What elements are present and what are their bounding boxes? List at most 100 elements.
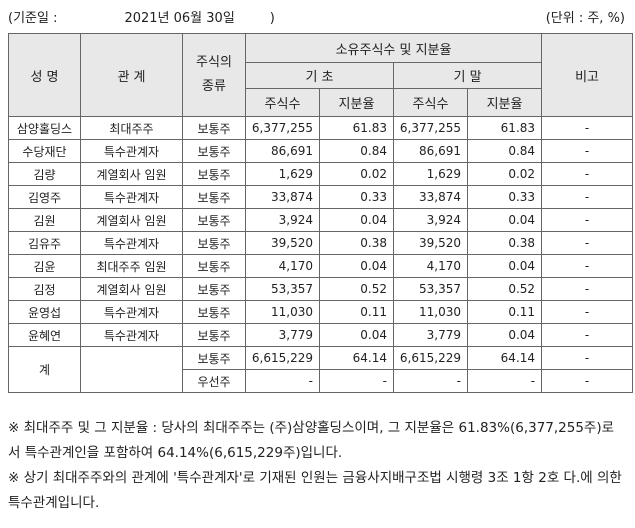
name-cell: 윤영섭 xyxy=(8,300,81,324)
base-date-value: 2021년 06월 30일 xyxy=(124,11,235,26)
end-shares-cell: 6,377,255 xyxy=(393,116,468,140)
stock-type-cell: 보통주 xyxy=(182,185,246,209)
note-cell: - xyxy=(541,185,634,209)
name-cell: 김정 xyxy=(8,277,81,301)
table-row: 삼양홀딩스 최대주주 보통주 6,377,255 61.83 6,377,255 61.83… xyxy=(8,116,634,140)
note-cell: - xyxy=(541,139,634,163)
name-cell: 김윤 xyxy=(8,254,81,278)
base-date-label: (기준일 : xyxy=(8,11,58,26)
col-end-header: 기 말 xyxy=(392,62,543,89)
total-preferred-end-ratio: - xyxy=(466,369,543,393)
end-shares-cell: 1,629 xyxy=(393,162,468,186)
relation-cell: 최대주주 xyxy=(80,116,183,140)
end-shares-cell: 4,170 xyxy=(393,254,468,278)
begin-ratio-cell: 0.38 xyxy=(319,231,394,255)
relation-cell: 특수관계자 xyxy=(80,139,183,163)
begin-ratio-cell: 0.04 xyxy=(319,323,394,347)
table-row: 윤혜연 특수관계자 보통주 3,779 0.04 3,779 0.04- xyxy=(8,323,634,347)
col-stock-type-header: 주식의 종류 xyxy=(182,33,246,117)
relation-cell: 특수관계자 xyxy=(80,300,183,324)
relation-cell: 계열회사 임원 xyxy=(80,208,183,232)
begin-shares-cell: 39,520 xyxy=(245,231,320,255)
total-preferred-begin-ratio: - xyxy=(319,369,394,393)
table-body: 삼양홀딩스 최대주주 보통주 6,377,255 61.83 6,377,255 61.83… xyxy=(8,116,634,347)
footnote-special-relation: ※ 상기 최대주주와의 관계에 '특수관계자'로 기재된 인원는 금융사지배구조… xyxy=(8,470,622,511)
total-common-end-ratio: 64.14 xyxy=(466,346,543,370)
total-label: 계 xyxy=(8,346,81,393)
col-begin-ratio-header: 지분율 xyxy=(319,88,394,117)
stock-type-cell: 보통주 xyxy=(182,231,246,255)
total-row-preferred: 우선주 - - - - - xyxy=(9,369,634,393)
begin-ratio-cell: 0.84 xyxy=(319,139,394,163)
begin-ratio-cell: 0.04 xyxy=(319,208,394,232)
end-shares-cell: 86,691 xyxy=(393,139,468,163)
total-common-begin-ratio: 64.14 xyxy=(319,346,394,370)
stock-type-cell: 보통주 xyxy=(182,300,246,324)
end-ratio-cell: 0.04 xyxy=(466,323,543,347)
note-cell: - xyxy=(541,300,634,324)
end-shares-cell: 53,357 xyxy=(393,277,468,301)
col-relation-header: 관 계 xyxy=(80,33,183,117)
begin-shares-cell: 3,924 xyxy=(245,208,320,232)
relation-cell: 최대주주 임원 xyxy=(80,254,183,278)
total-common-type: 보통주 xyxy=(182,346,246,370)
begin-ratio-cell: 0.33 xyxy=(319,185,394,209)
table-row: 수당재단 특수관계자 보통주 86,691 0.84 86,691 0.84- xyxy=(8,139,634,163)
col-end-ratio-header: 지분율 xyxy=(466,88,543,117)
total-common-note: - xyxy=(541,346,634,370)
end-ratio-cell: 0.38 xyxy=(466,231,543,255)
name-cell: 김원 xyxy=(8,208,81,232)
stock-type-cell: 보통주 xyxy=(182,116,246,140)
stock-type-cell: 보통주 xyxy=(182,277,246,301)
relation-cell: 계열회사 임원 xyxy=(80,277,183,301)
note-cell: - xyxy=(541,208,634,232)
begin-ratio-cell: 0.04 xyxy=(319,254,394,278)
table-row: 윤영섭 특수관계자 보통주 11,030 0.11 11,030 0.11- xyxy=(8,300,634,324)
total-common-end-shares: 6,615,229 xyxy=(393,346,468,370)
end-ratio-cell: 0.11 xyxy=(466,300,543,324)
begin-shares-cell: 1,629 xyxy=(245,162,320,186)
stock-type-cell: 보통주 xyxy=(182,323,246,347)
end-ratio-cell: 0.33 xyxy=(466,185,543,209)
end-shares-cell: 39,520 xyxy=(393,231,468,255)
end-ratio-cell: 0.84 xyxy=(466,139,543,163)
col-begin-shares-header: 주식수 xyxy=(245,88,320,117)
end-ratio-cell: 61.83 xyxy=(466,116,543,140)
end-shares-cell: 11,030 xyxy=(393,300,468,324)
total-preferred-end-shares: - xyxy=(393,369,468,393)
relation-cell: 특수관계자 xyxy=(80,323,183,347)
shareholding-table: 성 명 관 계 주식의 종류 소유주식수 및 지분율 비고 기 초 기 말 주식… xyxy=(8,33,634,393)
begin-ratio-cell: 0.02 xyxy=(319,162,394,186)
total-preferred-type: 우선주 xyxy=(182,369,246,393)
end-ratio-cell: 0.02 xyxy=(466,162,543,186)
total-relation-cell xyxy=(80,346,183,393)
table-row: 김유주 특수관계자 보통주 39,520 0.38 39,520 0.38- xyxy=(8,231,634,255)
col-begin-header: 기 초 xyxy=(245,62,394,89)
note-cell: - xyxy=(541,231,634,255)
note-cell: - xyxy=(541,254,634,278)
stock-type-cell: 보통주 xyxy=(182,208,246,232)
begin-shares-cell: 6,377,255 xyxy=(245,116,320,140)
relation-cell: 특수관계자 xyxy=(80,185,183,209)
footnote-major-shareholder: ※ 최대주주 및 그 지분율 : 당사의 최대주주는 (주)삼양홀딩스이며, 그… xyxy=(8,420,615,461)
table-row: 김영주 특수관계자 보통주 33,874 0.33 33,874 0.33- xyxy=(8,185,634,209)
table-row: 김윤 최대주주 임원 보통주 4,170 0.04 4,170 0.04- xyxy=(8,254,634,278)
stock-type-cell: 보통주 xyxy=(182,139,246,163)
note-cell: - xyxy=(541,116,634,140)
col-note-header: 비고 xyxy=(541,33,634,117)
table-row: 김량 계열회사 임원 보통주 1,629 0.02 1,629 0.02- xyxy=(8,162,634,186)
name-cell: 김량 xyxy=(8,162,81,186)
unit-label: (단위 : 주, %) xyxy=(545,11,625,26)
begin-shares-cell: 4,170 xyxy=(245,254,320,278)
table-total: 계 보통주 6,615,229 64.14 6,615,229 64.14 - … xyxy=(8,346,634,393)
end-ratio-cell: 0.04 xyxy=(466,254,543,278)
note-cell: - xyxy=(541,323,634,347)
begin-shares-cell: 33,874 xyxy=(245,185,320,209)
name-cell: 윤혜연 xyxy=(8,323,81,347)
begin-ratio-cell: 61.83 xyxy=(319,116,394,140)
base-date-close: ) xyxy=(269,11,275,26)
col-holdings-header: 소유주식수 및 지분율 xyxy=(244,33,543,63)
begin-shares-cell: 3,779 xyxy=(245,323,320,347)
begin-ratio-cell: 0.11 xyxy=(319,300,394,324)
name-cell: 수당재단 xyxy=(8,139,81,163)
